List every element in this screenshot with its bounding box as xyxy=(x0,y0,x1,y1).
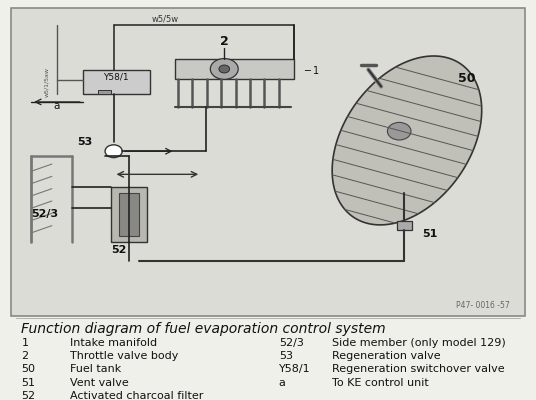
Text: 52: 52 xyxy=(21,391,35,400)
Text: Vent valve: Vent valve xyxy=(70,378,129,388)
Polygon shape xyxy=(332,56,482,225)
Text: w5/5w: w5/5w xyxy=(152,14,178,23)
Text: Throttle valve body: Throttle valve body xyxy=(70,351,178,361)
Circle shape xyxy=(388,122,411,140)
Bar xyxy=(397,220,412,230)
Text: ─ 1: ─ 1 xyxy=(304,66,319,76)
Text: 52/3: 52/3 xyxy=(31,210,58,220)
Text: 51: 51 xyxy=(422,230,438,240)
Text: 52/3: 52/3 xyxy=(279,338,303,348)
Text: Regeneration switchover valve: Regeneration switchover valve xyxy=(332,364,505,374)
Bar xyxy=(83,70,150,94)
Bar xyxy=(98,90,111,94)
Bar xyxy=(175,59,294,79)
Text: Intake manifold: Intake manifold xyxy=(70,338,157,348)
Text: 1: 1 xyxy=(21,338,28,348)
Text: P47- 0016 -57: P47- 0016 -57 xyxy=(456,301,510,310)
Text: 53: 53 xyxy=(78,137,93,147)
Text: Function diagram of fuel evaporation control system: Function diagram of fuel evaporation con… xyxy=(21,322,386,336)
Text: 52: 52 xyxy=(111,245,126,255)
Bar xyxy=(11,8,525,316)
Text: 50: 50 xyxy=(21,364,35,374)
Bar xyxy=(119,193,139,236)
Circle shape xyxy=(219,65,229,73)
Circle shape xyxy=(105,145,122,158)
Text: Fuel tank: Fuel tank xyxy=(70,364,121,374)
Text: Regeneration valve: Regeneration valve xyxy=(332,351,441,361)
Text: a: a xyxy=(279,378,286,388)
Text: a: a xyxy=(54,101,60,111)
Text: Side member (only model 129): Side member (only model 129) xyxy=(332,338,506,348)
Text: Y58/1: Y58/1 xyxy=(279,364,310,374)
Text: w5/1/5aw: w5/1/5aw xyxy=(44,67,49,97)
Text: 2: 2 xyxy=(21,351,28,361)
Circle shape xyxy=(210,58,238,79)
Bar xyxy=(111,187,147,242)
Text: 53: 53 xyxy=(279,351,293,361)
Text: To KE control unit: To KE control unit xyxy=(332,378,429,388)
Text: 2: 2 xyxy=(220,35,229,48)
Text: Y58/1: Y58/1 xyxy=(103,73,129,82)
Text: 50: 50 xyxy=(458,72,476,85)
Text: Activated charcoal filter: Activated charcoal filter xyxy=(70,391,203,400)
Text: 51: 51 xyxy=(21,378,35,388)
